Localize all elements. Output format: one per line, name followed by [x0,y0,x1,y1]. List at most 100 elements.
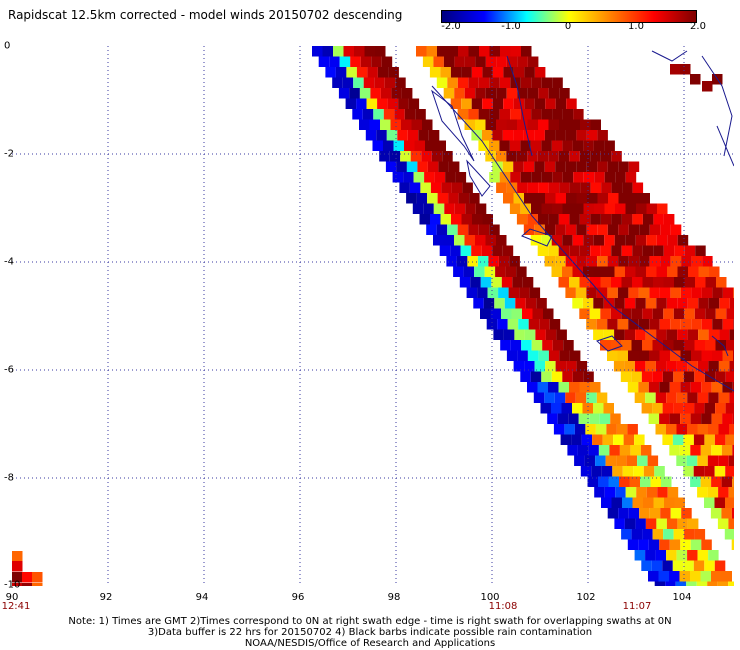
wind-cell [389,151,401,162]
wind-cell [558,214,570,225]
wind-cell [711,413,723,424]
wind-cell [683,466,694,477]
wind-cell [522,308,533,319]
wind-cell [395,77,406,88]
wind-cell [479,46,490,57]
wind-cell [568,413,579,424]
wind-cell [416,193,428,204]
map-title: Rapidscat 12.5km corrected - model winds… [8,8,403,22]
wind-cell [531,109,542,120]
wind-cell [394,109,405,120]
wind-cell [694,403,705,414]
wind-cell [635,329,646,340]
wind-cell [642,245,654,256]
wind-cell [533,392,545,403]
wind-cell [622,497,633,508]
wind-cell [623,434,635,445]
wind-cell [575,392,587,403]
wind-cell [604,487,616,498]
wind-cell [619,476,630,487]
wind-cell [656,518,667,529]
wind-cell [471,98,483,109]
wind-cell [576,130,587,141]
wind-cell [517,119,528,130]
wind-cell [673,308,685,319]
wind-cell [499,77,511,88]
wind-cell [590,119,601,130]
wind-cell [664,497,675,508]
wind-cell [486,319,498,330]
wind-cells [12,46,734,586]
wind-cell [675,581,687,586]
wind-cell [450,245,461,256]
wind-cell [371,56,382,67]
wind-cell [527,88,539,99]
wind-cell [569,245,580,256]
wind-cell [670,224,682,235]
wind-cell [728,455,734,466]
wind-cell [333,46,344,57]
wind-cell [667,266,678,277]
wind-cell [513,98,525,109]
wind-cell [641,403,653,414]
wind-cell [661,476,672,487]
wind-cell [430,214,441,225]
wind-cell [383,109,395,120]
wind-cell [590,245,601,256]
wind-cell [663,529,674,540]
wind-cell [356,67,368,78]
wind-cell [687,424,698,435]
wind-cell [694,371,705,382]
wind-cell [670,64,681,75]
wind-cell [503,193,514,204]
wind-cell [662,403,674,414]
wind-cell [444,203,455,214]
wind-cell [632,182,644,193]
wind-cell [632,214,643,225]
wind-cell [468,224,479,235]
wind-cell [534,361,546,372]
wind-cell [377,98,388,109]
wind-cell [376,130,387,141]
wind-cell [607,287,618,298]
wind-cell [673,340,684,351]
wind-cell [573,172,584,183]
wind-cell [343,46,354,57]
wind-cell [683,403,695,414]
wind-cell [12,583,23,586]
wind-cell [448,161,460,172]
wind-cell [642,308,653,319]
wind-cell [404,109,416,120]
wind-cell [565,161,577,172]
wind-cell [601,182,612,193]
wind-cell [559,350,570,361]
wind-cell [548,182,560,193]
wind-cell [566,361,577,372]
wind-cell [519,287,530,298]
wind-cell [676,392,688,403]
wind-cell [707,455,719,466]
wind-cell [359,88,371,99]
wind-cell [622,466,634,477]
wind-cell [531,203,542,214]
wind-cell [492,130,503,141]
wind-cell [523,130,535,141]
wind-cell [483,298,495,309]
wind-cell [520,140,531,151]
wind-cell [639,508,650,519]
wind-cell [365,130,377,141]
wind-cell [318,56,330,67]
wind-cell [551,371,563,382]
wind-cell [322,46,333,57]
wind-cell [654,581,666,586]
wind-cell [638,287,650,298]
wind-cell [731,508,734,519]
wind-cell [489,172,500,183]
wind-cell [544,130,556,141]
wind-cell [659,382,670,393]
wind-cell [22,572,33,583]
wind-cell [537,151,549,162]
wind-cell [708,361,719,372]
wind-cell [677,266,688,277]
wind-cell [566,193,577,204]
